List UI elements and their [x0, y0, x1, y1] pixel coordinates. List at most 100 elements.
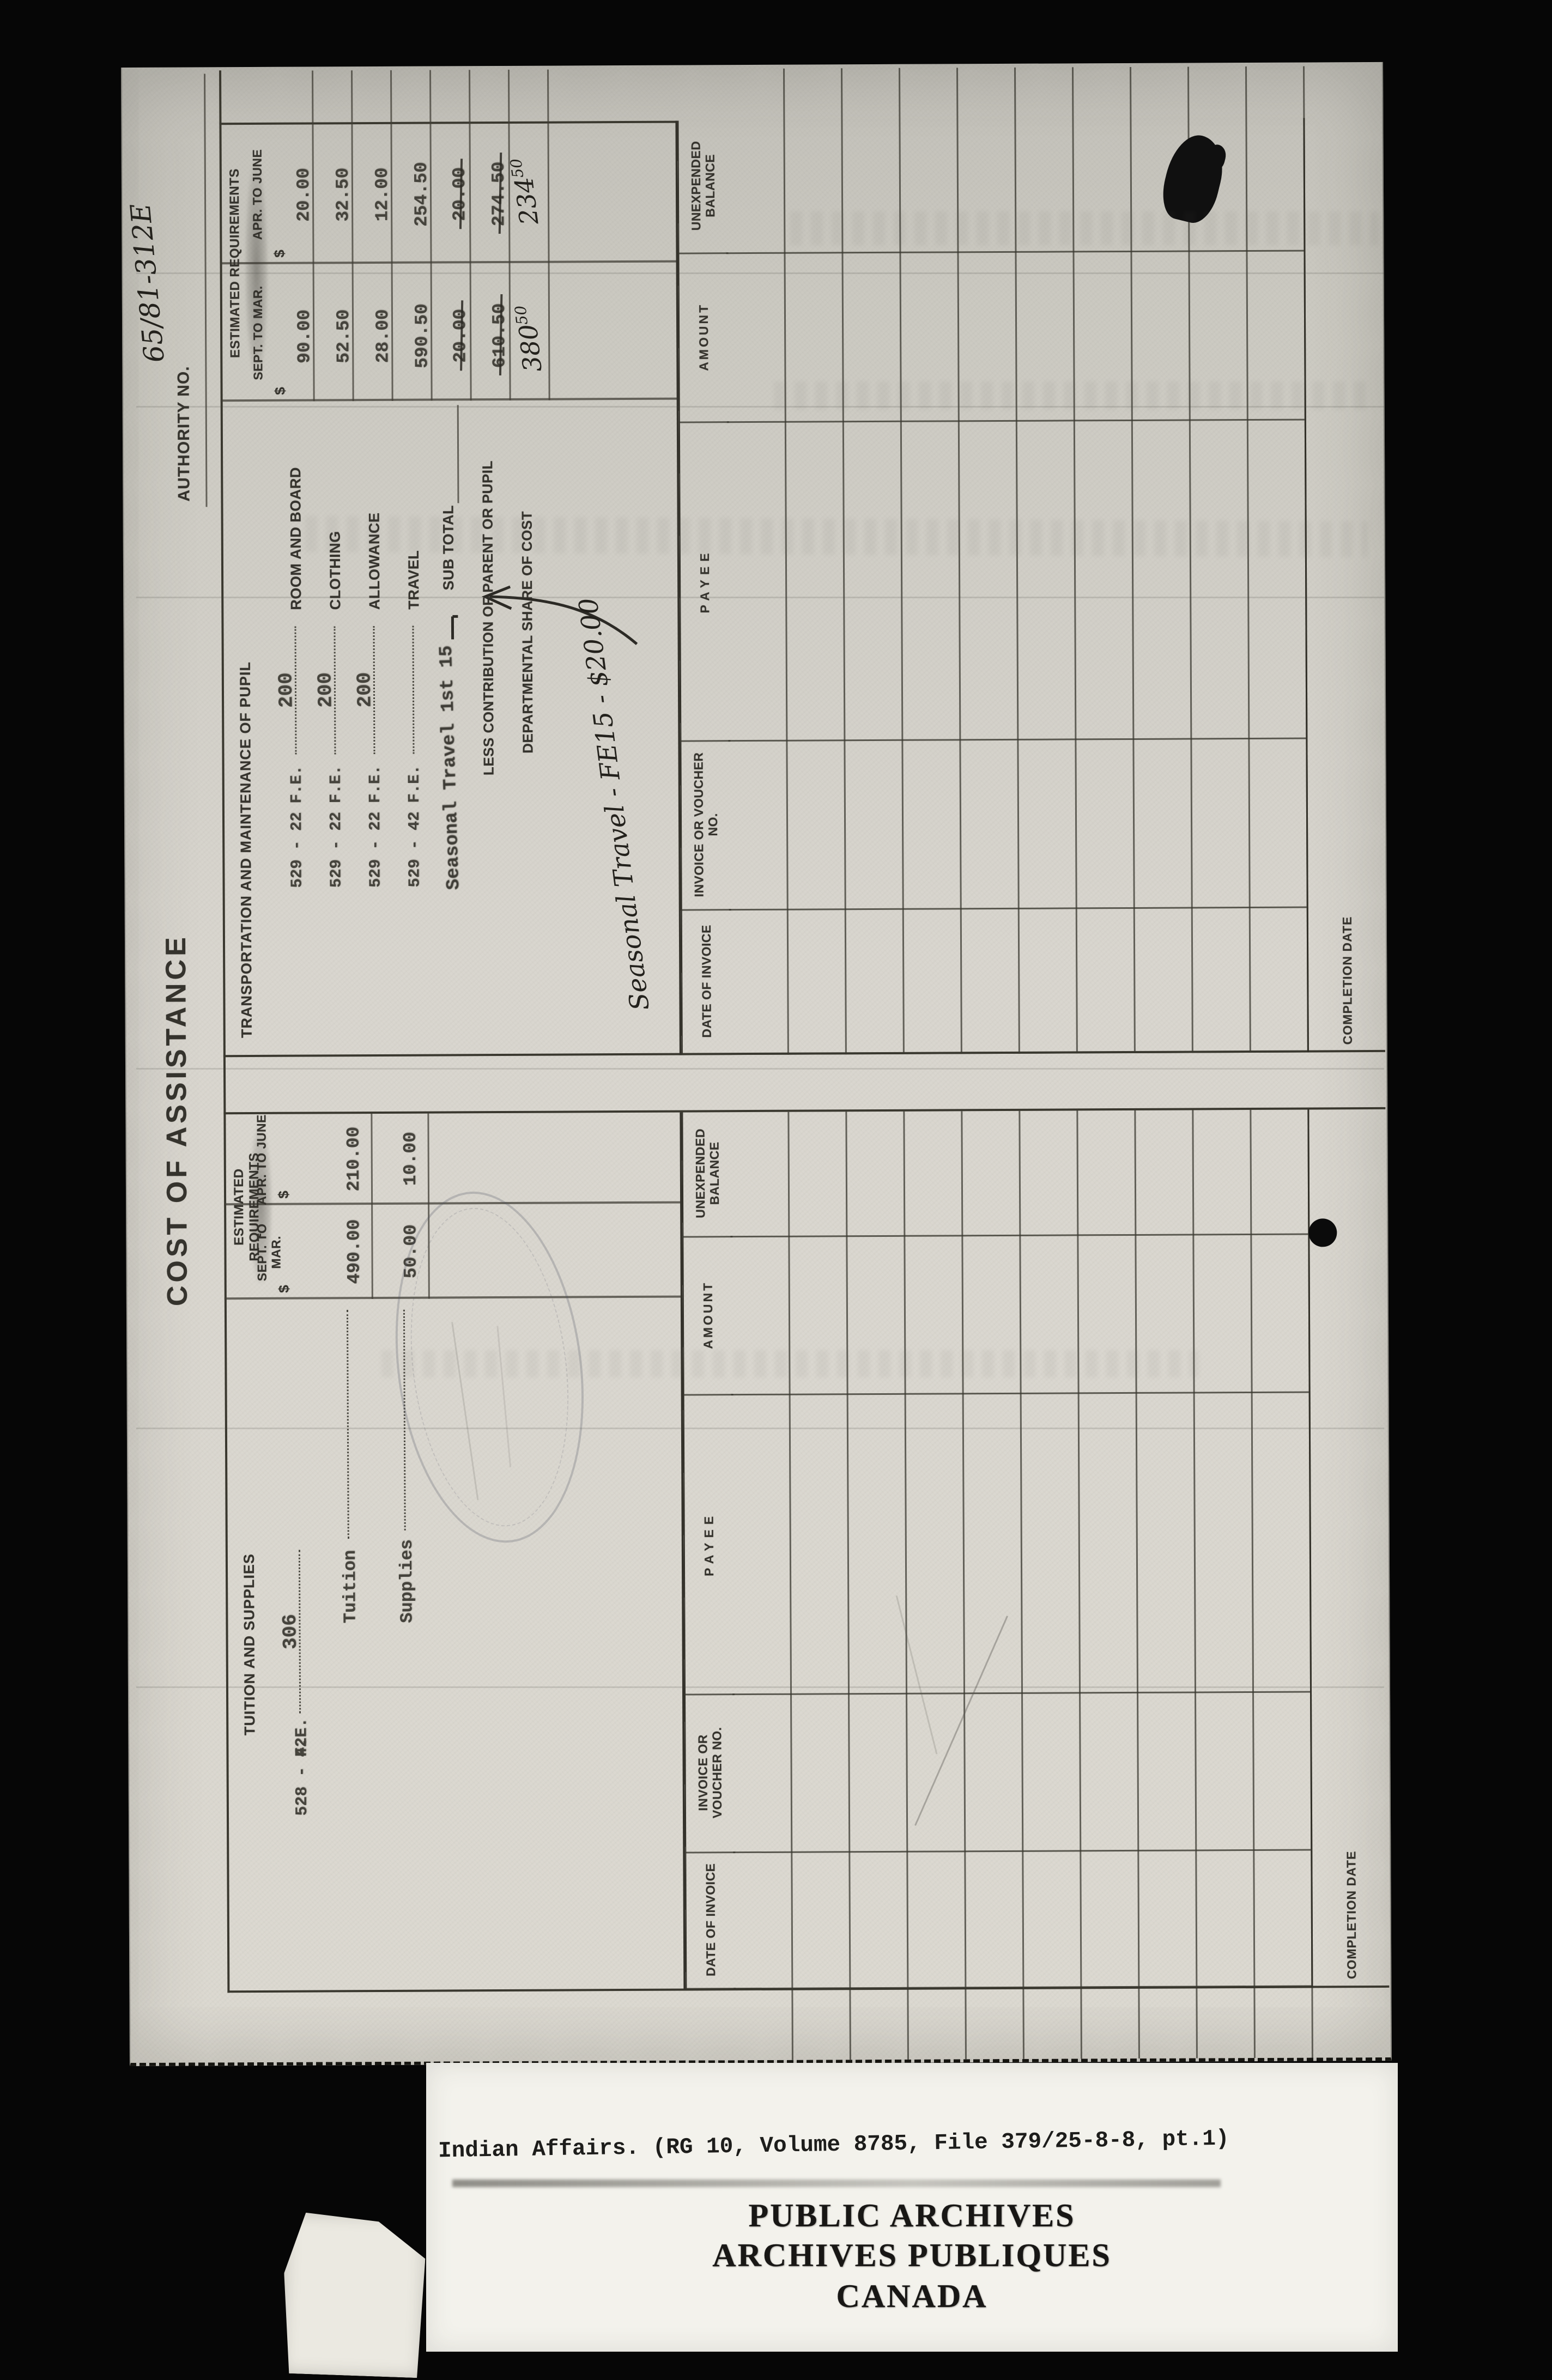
- dept-share-sept-handwritten: 38050: [511, 303, 548, 374]
- transport-apr-value: 20.00: [293, 167, 314, 222]
- ledger-empty-cell: [790, 1693, 849, 1853]
- ledger-empty-cell: [1195, 1691, 1253, 1851]
- tuition-header-overstamp: [248, 1125, 272, 1284]
- tuition-dollar-sept: $: [275, 1284, 292, 1293]
- ledger-empty-cell: [845, 1109, 904, 1237]
- ledger-empty-cell: [787, 1110, 846, 1237]
- ledger-empty-cell: [791, 1851, 850, 1989]
- right-section-edge: [219, 120, 677, 125]
- ledger-col-header-label: DATE OF INVOICE: [699, 924, 714, 1038]
- ledger-empty-row: [903, 1109, 967, 2060]
- ledger-col-header-label: INVOICE OR VOUCHER NO.: [695, 1727, 725, 1819]
- ledger-empty-cell: [901, 739, 960, 910]
- ledger-empty-row: [961, 1109, 1024, 2060]
- authority-rule: [204, 74, 208, 507]
- ledger-col-header: INVOICE OR VOUCHER NO.: [680, 740, 731, 911]
- ledger-col-header-label: UNEXPENDED BALANCE: [688, 141, 718, 231]
- ledger-col-header-label: DATE OF INVOICE: [703, 1863, 718, 1977]
- ledger-col-header: PAYEE: [683, 1394, 735, 1696]
- ledger-empty-cell: [1021, 1692, 1080, 1852]
- tuition-apr-value: 210.00: [343, 1126, 364, 1192]
- ledger-empty-cell: [959, 738, 1018, 910]
- ledger-empty-cell: [1020, 1392, 1080, 1694]
- tuition-row-line: [371, 1114, 373, 1300]
- transport-apr-value: 12.00: [372, 167, 393, 222]
- less-contribution-sept: 610.50: [489, 295, 510, 377]
- hw-amount: 234: [508, 175, 544, 227]
- ledger-empty-row: [1134, 1108, 1198, 2059]
- completion-date-label: COMPLETION DATE: [1339, 916, 1355, 1045]
- ledger-empty-cell: [1132, 738, 1191, 909]
- ledger-empty-cell: [1017, 738, 1076, 909]
- ledger-empty-cell: [1018, 1109, 1077, 1236]
- transport-fe-label: F.E.: [366, 765, 384, 804]
- struck-value: 274.50: [488, 161, 510, 227]
- ledger-empty-cell: [1246, 418, 1306, 740]
- bleedthrough-text: [790, 211, 1379, 245]
- ledger-empty-cell: [726, 421, 786, 742]
- ledger-empty-cell: [1189, 419, 1248, 740]
- ledger-empty-cell: [957, 420, 1017, 741]
- transport-fe-value: 200: [314, 672, 337, 708]
- ledger-empty-cell: [784, 421, 844, 742]
- ledger-empty-cell: [960, 907, 1018, 1054]
- ledger-empty-row: [725, 68, 789, 1055]
- scan-streak: [136, 272, 1384, 274]
- transport-row-line: [547, 69, 550, 400]
- ledger-empty-cell: [1075, 907, 1134, 1054]
- transport-sept-value: 52.50: [333, 309, 354, 363]
- ledger-empty-cell: [1133, 907, 1192, 1053]
- sub-total-sept: 20.00: [450, 295, 471, 377]
- tuition-row-leader: [330, 1310, 349, 1539]
- annotation-arrow: [451, 585, 638, 645]
- ledger-empty-cell: [1253, 1849, 1312, 1987]
- ledger-empty-cell: [848, 1850, 907, 1989]
- ledger-empty-cell: [1252, 1691, 1311, 1851]
- scan-streak: [136, 1068, 1384, 1070]
- ledger-col-header-label: UNEXPENDED BALANCE: [693, 1128, 722, 1218]
- bleedthrough-text: [305, 515, 1368, 558]
- transport-fe-label: F.E.: [326, 765, 345, 804]
- punch-hole-dot: [1308, 1218, 1337, 1247]
- tuition-sept-value: 490.00: [344, 1219, 365, 1284]
- ledger-col-header: AMOUNT: [678, 252, 729, 423]
- stamp-line-1: PUBLIC ARCHIVES: [748, 2197, 1076, 2233]
- ledger-empty-cell: [1022, 1850, 1081, 1988]
- ledger-header-row: DATE OF INVOICE INVOICE OR VOUCHER NO. PAY…: [680, 1110, 736, 1990]
- transport-fe-leader: [396, 626, 415, 754]
- transport-fe-value: 200: [275, 672, 298, 709]
- hw-amount: 380: [513, 323, 548, 374]
- tuition-heading: TUITION AND SUPPLIES: [240, 1553, 258, 1736]
- ledger-empty-cell: [733, 1851, 792, 1990]
- transport-dollar-sept: $: [271, 386, 288, 395]
- transport-row-label: ROOM AND BOARD: [287, 467, 305, 610]
- struck-value: 20.00: [450, 308, 471, 363]
- ledger-empty-cell: [728, 739, 787, 911]
- tuition-fe-value: 306: [278, 1613, 302, 1650]
- public-archives-stamp: PUBLIC ARCHIVES ARCHIVES PUBLIQUES CANAD…: [426, 2197, 1398, 2315]
- form-title: COST OF ASSISTANCE: [160, 934, 193, 1307]
- transport-apr-value: 254.50: [411, 162, 432, 227]
- transport-sept-value: 90.00: [294, 309, 315, 364]
- tuition-expenditure-ledger: DATE OF INVOICE INVOICE OR VOUCHER NO. PAY…: [680, 1108, 1394, 2061]
- sub-total-leader: [457, 405, 459, 503]
- ledger-empty-row: [1192, 1108, 1256, 2059]
- ledger-empty-row: [730, 1110, 793, 2061]
- ledger-empty-cell: [1076, 1108, 1135, 1236]
- ledger-empty-row: [1076, 1108, 1140, 2059]
- ledger-empty-cell: [786, 739, 845, 910]
- transport-col-line-2: [220, 260, 678, 265]
- ledger-empty-cell: [1077, 1392, 1137, 1694]
- ledger-empty-cell: [1137, 1849, 1196, 1988]
- ledger-empty-cell: [1079, 1691, 1138, 1852]
- sub-total-apr: 20.00: [450, 153, 470, 235]
- ledger-empty-cell: [1192, 1108, 1251, 1236]
- tuition-apr-value: 10.00: [400, 1132, 421, 1186]
- less-contribution-apr: 274.50: [489, 153, 510, 235]
- ledger-empty-row: [1018, 1109, 1082, 2059]
- ledger-empty-cell: [903, 1109, 962, 1237]
- ledger-empty-cell: [731, 1393, 791, 1696]
- caption-smudge: [452, 2179, 1221, 2187]
- ledger-col-header: DATE OF INVOICE: [685, 1851, 736, 1990]
